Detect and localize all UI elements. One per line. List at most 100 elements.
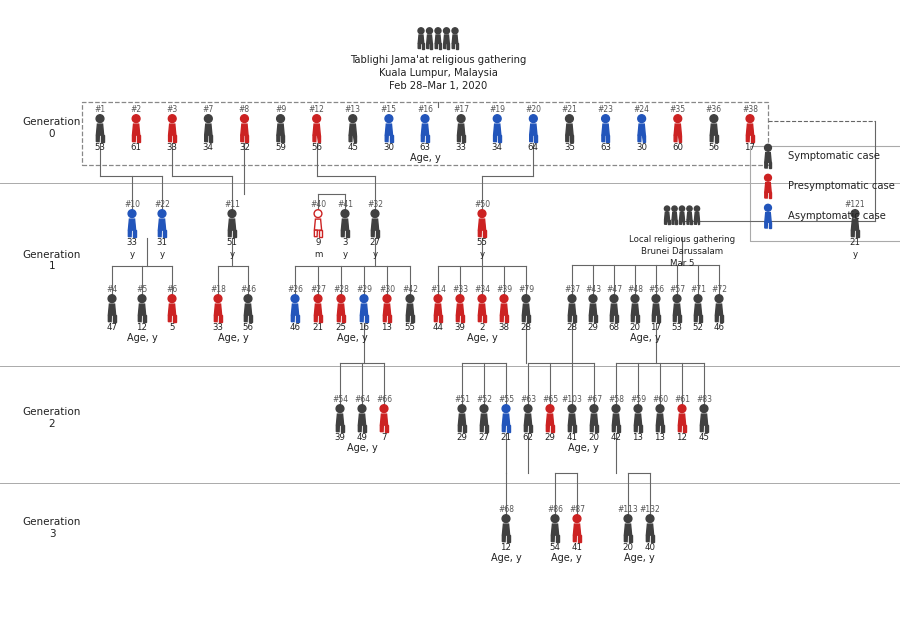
Circle shape <box>638 115 645 122</box>
Polygon shape <box>651 535 653 541</box>
Polygon shape <box>765 192 768 198</box>
Polygon shape <box>765 222 768 228</box>
Polygon shape <box>340 425 344 431</box>
Circle shape <box>573 515 580 522</box>
Circle shape <box>456 295 464 303</box>
Circle shape <box>435 28 441 34</box>
Polygon shape <box>695 212 699 220</box>
Text: 51: 51 <box>227 237 238 247</box>
Polygon shape <box>673 315 677 322</box>
Circle shape <box>358 404 366 413</box>
Text: Local religious gathering
Brunei Darussalam
Mar 5: Local religious gathering Brunei Darussa… <box>629 235 735 268</box>
Circle shape <box>168 115 176 122</box>
Polygon shape <box>602 135 605 142</box>
Polygon shape <box>173 135 176 142</box>
Polygon shape <box>590 315 592 322</box>
Polygon shape <box>421 43 424 48</box>
Text: #5: #5 <box>137 284 148 294</box>
Polygon shape <box>570 135 573 142</box>
Polygon shape <box>769 162 771 168</box>
Text: Tablighi Jama'at religious gathering
Kuala Lumpur, Malaysia
Feb 28–Mar 1, 2020: Tablighi Jama'at religious gathering Kua… <box>350 55 526 92</box>
Circle shape <box>360 295 368 303</box>
Polygon shape <box>716 315 718 322</box>
Text: 53: 53 <box>94 143 105 151</box>
Text: Age, y: Age, y <box>127 333 158 343</box>
Polygon shape <box>436 35 441 43</box>
Polygon shape <box>358 414 365 425</box>
Circle shape <box>710 115 718 122</box>
Polygon shape <box>338 304 345 315</box>
Text: #63: #63 <box>520 395 536 404</box>
Text: #46: #46 <box>240 284 256 294</box>
Circle shape <box>214 295 222 303</box>
Polygon shape <box>292 304 299 315</box>
Polygon shape <box>219 315 221 322</box>
Circle shape <box>680 206 685 211</box>
Polygon shape <box>139 315 141 322</box>
Polygon shape <box>461 315 464 322</box>
Text: 49: 49 <box>356 433 367 441</box>
Polygon shape <box>632 304 639 315</box>
Text: #87: #87 <box>569 505 585 514</box>
Polygon shape <box>360 315 364 322</box>
Polygon shape <box>546 414 554 425</box>
Text: Generation
2: Generation 2 <box>22 407 81 429</box>
Text: #68: #68 <box>498 505 514 514</box>
Polygon shape <box>354 135 356 142</box>
Polygon shape <box>643 135 645 142</box>
Polygon shape <box>594 315 597 322</box>
Polygon shape <box>452 35 458 43</box>
Polygon shape <box>566 124 573 135</box>
Circle shape <box>602 115 609 122</box>
Text: #65: #65 <box>542 395 558 404</box>
Text: Generation
3: Generation 3 <box>22 517 81 539</box>
Text: #60: #60 <box>652 395 668 404</box>
Text: #19: #19 <box>490 105 505 114</box>
Polygon shape <box>680 220 681 224</box>
Polygon shape <box>458 425 462 431</box>
Circle shape <box>716 295 723 303</box>
Polygon shape <box>720 315 723 322</box>
Polygon shape <box>769 222 771 228</box>
Circle shape <box>529 115 537 122</box>
Polygon shape <box>546 425 549 431</box>
Polygon shape <box>209 135 212 142</box>
Text: #28: #28 <box>333 284 349 294</box>
Polygon shape <box>628 535 632 541</box>
Text: #34: #34 <box>474 284 490 294</box>
Text: #50: #50 <box>474 200 490 208</box>
Polygon shape <box>639 425 642 431</box>
Text: m: m <box>314 250 322 259</box>
Text: #83: #83 <box>696 395 712 404</box>
Circle shape <box>168 295 176 303</box>
Circle shape <box>634 404 642 413</box>
Circle shape <box>158 210 166 217</box>
Polygon shape <box>137 135 139 142</box>
Circle shape <box>457 115 465 122</box>
Text: 33: 33 <box>127 237 138 247</box>
Polygon shape <box>646 535 650 541</box>
Circle shape <box>524 404 532 413</box>
Circle shape <box>568 404 576 413</box>
Circle shape <box>612 404 620 413</box>
Polygon shape <box>578 535 581 541</box>
Text: 29: 29 <box>456 433 467 441</box>
Polygon shape <box>851 219 859 230</box>
Polygon shape <box>173 315 176 322</box>
Circle shape <box>314 210 322 217</box>
Polygon shape <box>462 135 464 142</box>
Text: y: y <box>852 250 858 259</box>
Polygon shape <box>457 124 464 135</box>
Circle shape <box>341 210 349 217</box>
Polygon shape <box>142 315 146 322</box>
Text: #39: #39 <box>496 284 512 294</box>
Text: 27: 27 <box>370 237 381 247</box>
Polygon shape <box>388 315 391 322</box>
Circle shape <box>765 204 771 211</box>
Circle shape <box>427 28 433 34</box>
Text: 44: 44 <box>433 323 444 332</box>
Circle shape <box>687 206 692 211</box>
Polygon shape <box>245 315 248 322</box>
Polygon shape <box>372 219 379 230</box>
Polygon shape <box>245 304 252 315</box>
